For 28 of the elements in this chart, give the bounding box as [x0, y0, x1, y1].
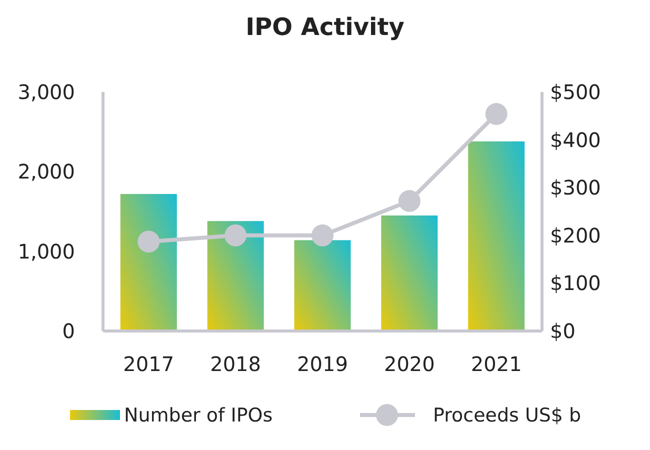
bar: [207, 221, 264, 331]
y-tick-label: 3,000: [18, 80, 75, 104]
bar: [381, 215, 438, 331]
y2-tick-label: $300: [550, 176, 601, 200]
legend-label: Proceeds US$ b: [433, 404, 582, 427]
bar: [468, 141, 525, 331]
point: [138, 230, 160, 253]
x-tick-label: 2019: [297, 352, 348, 376]
y2-tick-label: $200: [550, 223, 601, 248]
y2-tick-label: $0: [550, 319, 576, 343]
x-tick-label: 2017: [123, 352, 174, 376]
y-tick-label: 0: [62, 319, 75, 343]
x-tick-label: 2018: [210, 352, 262, 376]
bar: [294, 240, 351, 331]
x-tick-label: 2020: [384, 352, 435, 376]
chart-title: IPO Activity: [246, 13, 405, 41]
y-tick-label: 2,000: [18, 160, 75, 184]
y2-tick-label: $400: [550, 128, 601, 152]
y2-tick-label: $100: [550, 271, 601, 296]
bar: [120, 194, 177, 331]
point: [398, 190, 420, 212]
legend-label: Number of IPOs: [124, 404, 273, 427]
point: [485, 102, 508, 125]
y-tick-label: 1,000: [18, 239, 75, 264]
x-tick-label: 2021: [470, 352, 522, 376]
point: [312, 224, 334, 246]
point: [224, 224, 247, 246]
y2-tick-label: $500: [550, 80, 601, 104]
